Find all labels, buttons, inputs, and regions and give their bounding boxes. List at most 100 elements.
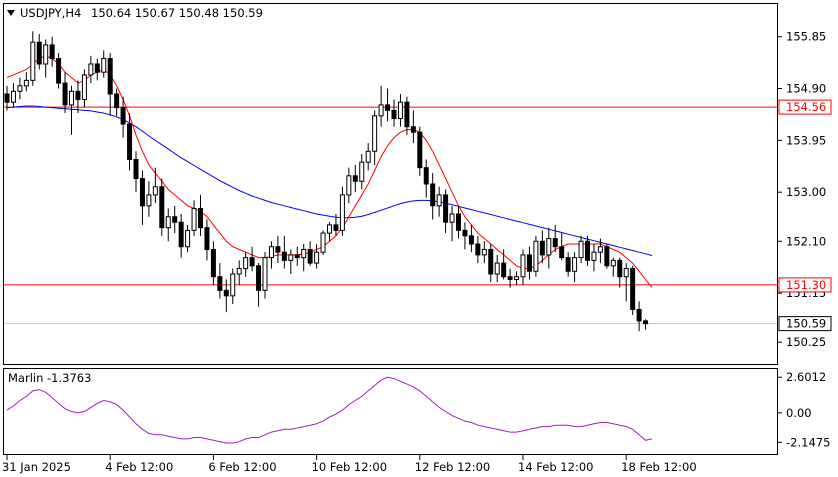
- candle: [210, 241, 216, 285]
- price-panel[interactable]: [3, 3, 778, 365]
- candle-body: [346, 175, 352, 196]
- candle-body: [610, 259, 616, 267]
- candle-body: [281, 251, 287, 261]
- candle: [81, 69, 87, 108]
- candle: [391, 99, 397, 127]
- indicator-panel[interactable]: [3, 368, 778, 455]
- candle: [604, 244, 610, 269]
- candle: [127, 113, 133, 171]
- candle: [133, 151, 139, 193]
- level-price-tag-label: 154.56: [786, 100, 826, 114]
- candle-body: [488, 248, 494, 275]
- candle: [159, 178, 165, 236]
- candle-body: [165, 216, 171, 229]
- candle: [365, 143, 371, 171]
- ma-fast-path: [6, 55, 653, 288]
- candle-body: [475, 243, 481, 256]
- candle-body: [243, 257, 249, 270]
- candle-body: [339, 194, 345, 231]
- horizontal-levels[interactable]: [4, 106, 777, 286]
- candle: [185, 224, 191, 253]
- price-tick-label: 154.90: [786, 82, 826, 96]
- candle: [552, 224, 558, 253]
- candle-body: [236, 268, 242, 275]
- level-price-tag-label: 151.30: [786, 278, 826, 292]
- candle: [643, 319, 649, 330]
- collapse-triangle-icon[interactable]: [7, 10, 15, 16]
- candle: [494, 254, 500, 283]
- candle-body: [114, 93, 120, 109]
- candle: [449, 205, 455, 242]
- candle: [443, 189, 449, 234]
- candle-body: [301, 248, 307, 259]
- candle-body: [378, 104, 384, 117]
- candle-body: [501, 262, 507, 278]
- candle-body: [191, 208, 197, 231]
- candle: [468, 224, 474, 253]
- candle-body: [268, 246, 274, 259]
- candle-body: [230, 273, 236, 297]
- candle-body: [217, 276, 223, 291]
- candle: [139, 170, 145, 225]
- candle-body: [533, 240, 539, 272]
- candle: [120, 96, 126, 138]
- candle-body: [210, 248, 216, 278]
- candle-body: [352, 175, 358, 182]
- candle: [372, 110, 378, 165]
- candle-body: [604, 246, 610, 267]
- candle: [4, 85, 10, 111]
- candle-body: [430, 183, 436, 207]
- candle-body: [159, 186, 165, 229]
- candle-body: [572, 257, 578, 272]
- candle-body: [481, 248, 487, 256]
- candle-body: [546, 238, 552, 256]
- candle: [436, 186, 442, 217]
- fast-moving-average-line: [6, 55, 653, 288]
- candle-body: [256, 265, 262, 291]
- candle: [314, 244, 320, 269]
- candle-body: [120, 107, 126, 125]
- time-tick-label: 18 Feb 12:00: [621, 460, 696, 474]
- candle-body: [23, 79, 29, 87]
- candle-body: [565, 257, 571, 272]
- candle-body: [617, 259, 623, 278]
- candle: [591, 244, 597, 272]
- candle: [69, 85, 74, 135]
- candle: [294, 246, 300, 266]
- price-tags: 154.56 151.30 150.59: [778, 99, 832, 332]
- candle-body: [127, 123, 133, 160]
- candle: [397, 94, 403, 127]
- candle: [223, 279, 229, 313]
- candle: [88, 55, 94, 84]
- candle-body: [385, 104, 391, 111]
- candle-body: [178, 221, 184, 248]
- candle-body: [552, 238, 558, 248]
- level-price-tag-box: [778, 277, 832, 293]
- candle: [23, 72, 29, 92]
- candle: [262, 252, 268, 299]
- indicator-tick-label: 2.6012: [786, 370, 826, 384]
- ohlc-readout: 150.64 150.67 150.48 150.59: [91, 6, 263, 20]
- candle-body: [327, 224, 332, 234]
- candle-body: [152, 186, 158, 196]
- candle-body: [417, 131, 423, 169]
- candle: [559, 233, 565, 261]
- candle-body: [56, 58, 62, 84]
- candle: [423, 159, 429, 198]
- candle-body: [520, 254, 526, 278]
- candle: [327, 222, 332, 242]
- candle-body: [372, 115, 378, 152]
- candle: [610, 257, 616, 277]
- indicator-axis: 2.6012 0.00 -2.1475: [778, 370, 830, 449]
- time-tick-label: 4 Feb 12:00: [105, 460, 173, 474]
- candlestick-series: [4, 31, 649, 332]
- candle: [307, 241, 313, 266]
- price-tick-label: 153.95: [786, 133, 826, 147]
- candle-body: [101, 58, 107, 73]
- candle-body: [307, 248, 313, 264]
- candle: [417, 126, 423, 176]
- current-price-tag-label: 150.59: [786, 317, 826, 331]
- candle: [539, 230, 545, 264]
- candle-body: [585, 240, 590, 261]
